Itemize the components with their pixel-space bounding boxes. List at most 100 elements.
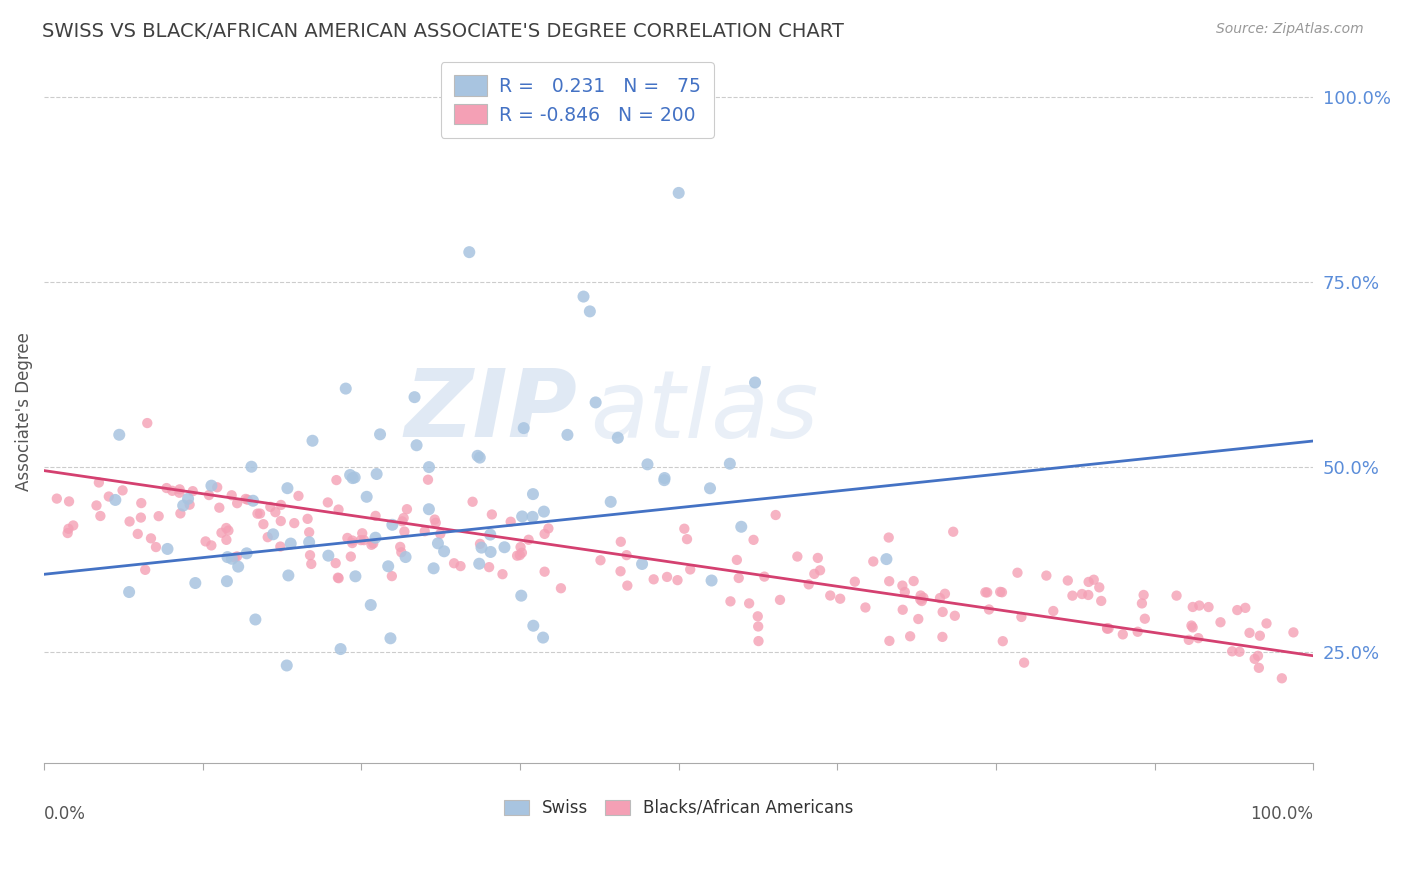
Point <box>616 548 638 562</box>
Point <box>270 514 292 528</box>
Point <box>1042 604 1064 618</box>
Point <box>391 514 413 528</box>
Point <box>977 602 1000 616</box>
Point <box>1132 588 1154 602</box>
Point <box>522 509 544 524</box>
Point <box>1012 656 1035 670</box>
Point <box>134 563 156 577</box>
Point <box>654 471 676 485</box>
Point <box>328 502 350 516</box>
Point <box>280 536 302 550</box>
Point <box>807 550 830 565</box>
Point <box>700 574 723 588</box>
Point <box>610 534 633 549</box>
Point <box>572 289 595 303</box>
Point <box>803 566 825 581</box>
Point <box>381 569 404 583</box>
Point <box>718 457 741 471</box>
Point <box>1239 625 1261 640</box>
Point <box>769 593 792 607</box>
Point <box>1112 627 1135 641</box>
Point <box>875 552 897 566</box>
Point <box>87 475 110 490</box>
Point <box>360 598 382 612</box>
Point <box>433 544 456 558</box>
Point <box>537 521 560 535</box>
Point <box>1271 671 1294 685</box>
Point <box>579 304 602 318</box>
Point <box>458 245 481 260</box>
Point <box>364 531 387 545</box>
Point <box>394 549 416 564</box>
Point <box>747 609 769 624</box>
Point <box>392 511 415 525</box>
Point <box>481 508 503 522</box>
Point <box>1247 661 1270 675</box>
Point <box>58 522 80 536</box>
Point <box>506 549 529 563</box>
Point <box>1133 612 1156 626</box>
Point <box>389 540 412 554</box>
Point <box>1220 644 1243 658</box>
Point <box>381 517 404 532</box>
Point <box>765 508 787 522</box>
Point <box>616 578 638 592</box>
Point <box>907 612 929 626</box>
Point <box>976 585 998 599</box>
Point <box>877 574 900 589</box>
Point <box>942 524 965 539</box>
Point <box>676 532 699 546</box>
Legend: Swiss, Blacks/African Americans: Swiss, Blacks/African Americans <box>495 790 862 825</box>
Point <box>172 499 194 513</box>
Point <box>339 468 361 483</box>
Point <box>1180 618 1202 632</box>
Point <box>252 517 274 532</box>
Point <box>269 540 291 554</box>
Point <box>533 505 555 519</box>
Point <box>754 569 776 583</box>
Point <box>747 634 769 648</box>
Point <box>1209 615 1232 630</box>
Point <box>652 473 675 487</box>
Point <box>1097 622 1119 636</box>
Point <box>425 516 447 530</box>
Point <box>217 524 239 538</box>
Point <box>277 568 299 582</box>
Point <box>468 537 491 551</box>
Point <box>104 492 127 507</box>
Point <box>470 541 492 555</box>
Point <box>429 526 451 541</box>
Point <box>517 533 540 547</box>
Point <box>353 533 375 548</box>
Point <box>283 516 305 530</box>
Point <box>287 489 309 503</box>
Point <box>820 589 842 603</box>
Point <box>533 565 555 579</box>
Point <box>299 557 322 571</box>
Point <box>1126 624 1149 639</box>
Point <box>1229 645 1251 659</box>
Point <box>450 559 472 574</box>
Point <box>413 524 436 539</box>
Point <box>1056 574 1078 588</box>
Point <box>169 507 191 521</box>
Point <box>242 493 264 508</box>
Point <box>276 658 298 673</box>
Point <box>226 559 249 574</box>
Point <box>360 538 382 552</box>
Point <box>830 591 852 606</box>
Point <box>808 563 831 577</box>
Point <box>200 538 222 552</box>
Point <box>1090 594 1112 608</box>
Point <box>215 574 238 589</box>
Point <box>356 490 378 504</box>
Point <box>898 629 921 643</box>
Point <box>224 550 246 565</box>
Point <box>797 577 820 591</box>
Point <box>316 495 339 509</box>
Point <box>262 527 284 541</box>
Point <box>108 427 131 442</box>
Point <box>194 534 217 549</box>
Point <box>1098 621 1121 635</box>
Point <box>742 533 765 547</box>
